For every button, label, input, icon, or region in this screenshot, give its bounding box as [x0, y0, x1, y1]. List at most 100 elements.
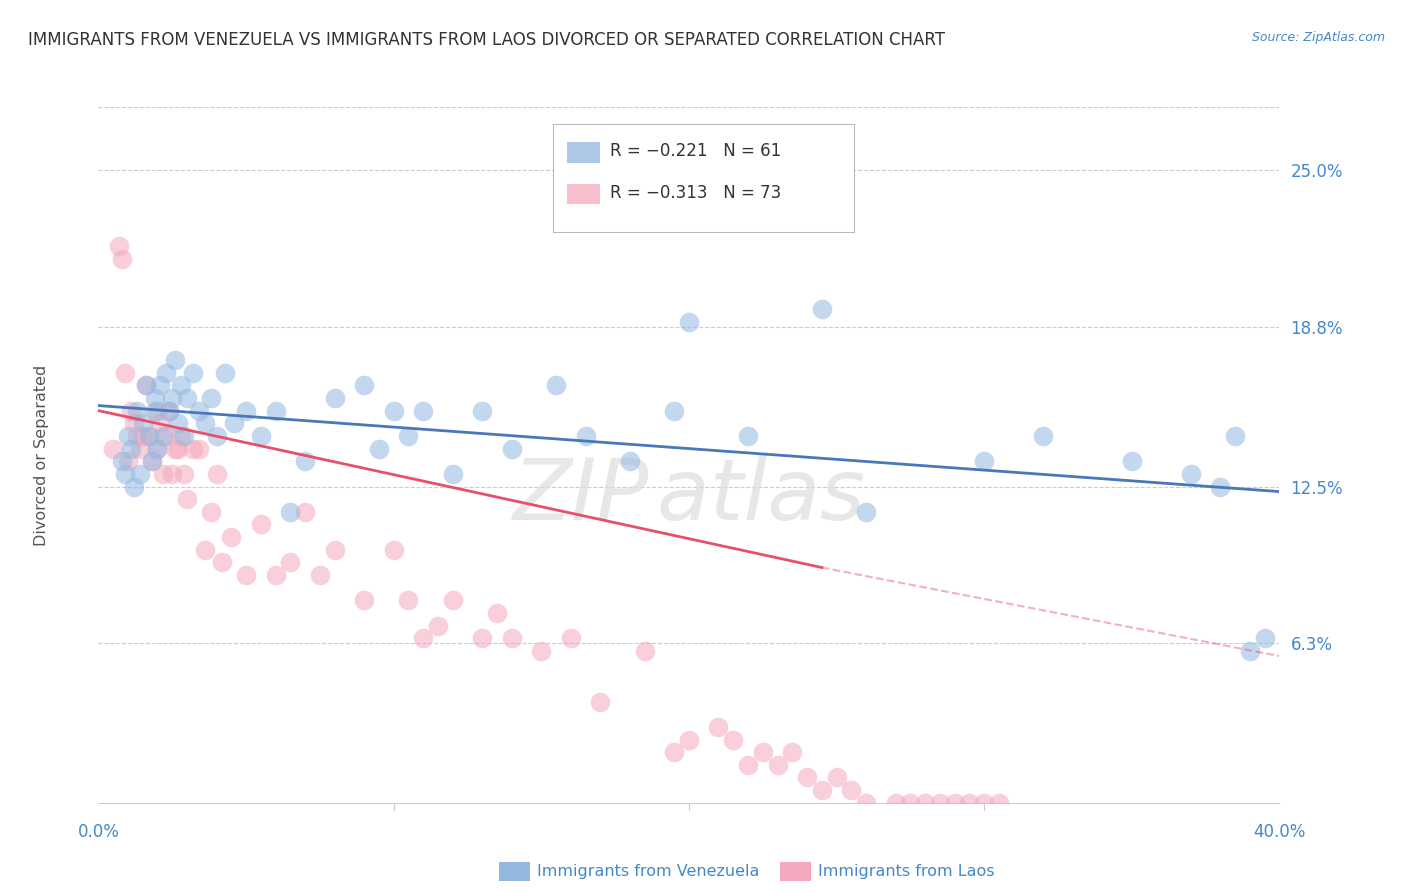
Point: [165, 442, 187, 456]
Point: [796, 771, 818, 785]
Point: [382, 542, 405, 557]
Point: [167, 442, 190, 456]
Point: [200, 505, 222, 519]
Point: [782, 745, 804, 759]
Point: [157, 403, 180, 417]
Text: Source: ZipAtlas.com: Source: ZipAtlas.com: [1251, 31, 1385, 45]
Point: [471, 632, 494, 646]
Point: [973, 796, 995, 810]
Text: 0.0%: 0.0%: [77, 823, 120, 841]
Point: [165, 353, 187, 368]
Point: [138, 429, 160, 443]
Point: [664, 403, 686, 417]
Point: [176, 391, 198, 405]
Point: [398, 429, 420, 443]
Point: [294, 454, 316, 468]
Point: [128, 442, 150, 456]
FancyBboxPatch shape: [553, 124, 855, 232]
Point: [825, 771, 848, 785]
Point: [176, 492, 198, 507]
Point: [664, 745, 686, 759]
Point: [146, 442, 169, 456]
Point: [152, 467, 174, 481]
Point: [214, 366, 236, 380]
Point: [250, 517, 273, 532]
Point: [914, 796, 936, 810]
Text: ZIP atlas: ZIP atlas: [513, 455, 865, 538]
Point: [546, 378, 568, 392]
Point: [412, 403, 434, 417]
Point: [841, 783, 863, 797]
Point: [810, 302, 832, 317]
Point: [120, 403, 142, 417]
Point: [1032, 429, 1054, 443]
Point: [353, 378, 375, 392]
Point: [181, 442, 204, 456]
Point: [382, 403, 405, 417]
Point: [723, 732, 745, 747]
Point: [634, 644, 657, 658]
Point: [181, 366, 204, 380]
Point: [149, 378, 172, 392]
Point: [501, 632, 523, 646]
Point: [678, 732, 700, 747]
Point: [988, 796, 1011, 810]
Point: [530, 644, 553, 658]
Point: [560, 632, 582, 646]
Point: [1254, 632, 1277, 646]
Point: [187, 442, 209, 456]
Point: [128, 467, 150, 481]
Point: [103, 442, 125, 456]
Text: Immigrants from Venezuela: Immigrants from Venezuela: [537, 864, 759, 879]
Point: [441, 467, 464, 481]
Text: 40.0%: 40.0%: [1253, 823, 1306, 841]
Point: [146, 442, 169, 456]
Point: [900, 796, 922, 810]
Point: [855, 796, 877, 810]
Point: [294, 505, 316, 519]
Text: R = −0.313   N = 73: R = −0.313 N = 73: [610, 184, 782, 202]
Point: [810, 783, 832, 797]
Point: [122, 417, 145, 431]
Point: [149, 417, 172, 431]
Point: [138, 429, 160, 443]
Point: [200, 391, 222, 405]
Text: R = −0.221   N = 61: R = −0.221 N = 61: [610, 142, 782, 160]
Point: [146, 403, 169, 417]
Point: [157, 403, 180, 417]
Point: [235, 403, 257, 417]
Point: [427, 618, 450, 632]
Point: [280, 556, 302, 570]
Point: [737, 429, 759, 443]
Point: [1180, 467, 1202, 481]
Point: [323, 391, 346, 405]
Text: Divorced or Separated: Divorced or Separated: [34, 364, 49, 546]
Point: [152, 429, 174, 443]
Point: [170, 378, 193, 392]
Text: Immigrants from Laos: Immigrants from Laos: [818, 864, 995, 879]
Point: [155, 366, 177, 380]
Point: [173, 429, 195, 443]
Point: [619, 454, 641, 468]
Point: [412, 632, 434, 646]
Point: [1121, 454, 1143, 468]
Point: [162, 467, 183, 481]
Text: IMMIGRANTS FROM VENEZUELA VS IMMIGRANTS FROM LAOS DIVORCED OR SEPARATED CORRELAT: IMMIGRANTS FROM VENEZUELA VS IMMIGRANTS …: [28, 31, 945, 49]
Point: [471, 403, 494, 417]
Point: [205, 429, 228, 443]
Bar: [567, 142, 600, 162]
Point: [929, 796, 952, 810]
Point: [141, 454, 163, 468]
Point: [309, 568, 332, 582]
Point: [167, 417, 190, 431]
Point: [114, 366, 136, 380]
Point: [117, 429, 139, 443]
Point: [943, 796, 966, 810]
Point: [111, 454, 134, 468]
Point: [264, 403, 287, 417]
Point: [959, 796, 981, 810]
Point: [752, 745, 775, 759]
Point: [766, 757, 789, 772]
Point: [224, 417, 246, 431]
Point: [125, 429, 148, 443]
